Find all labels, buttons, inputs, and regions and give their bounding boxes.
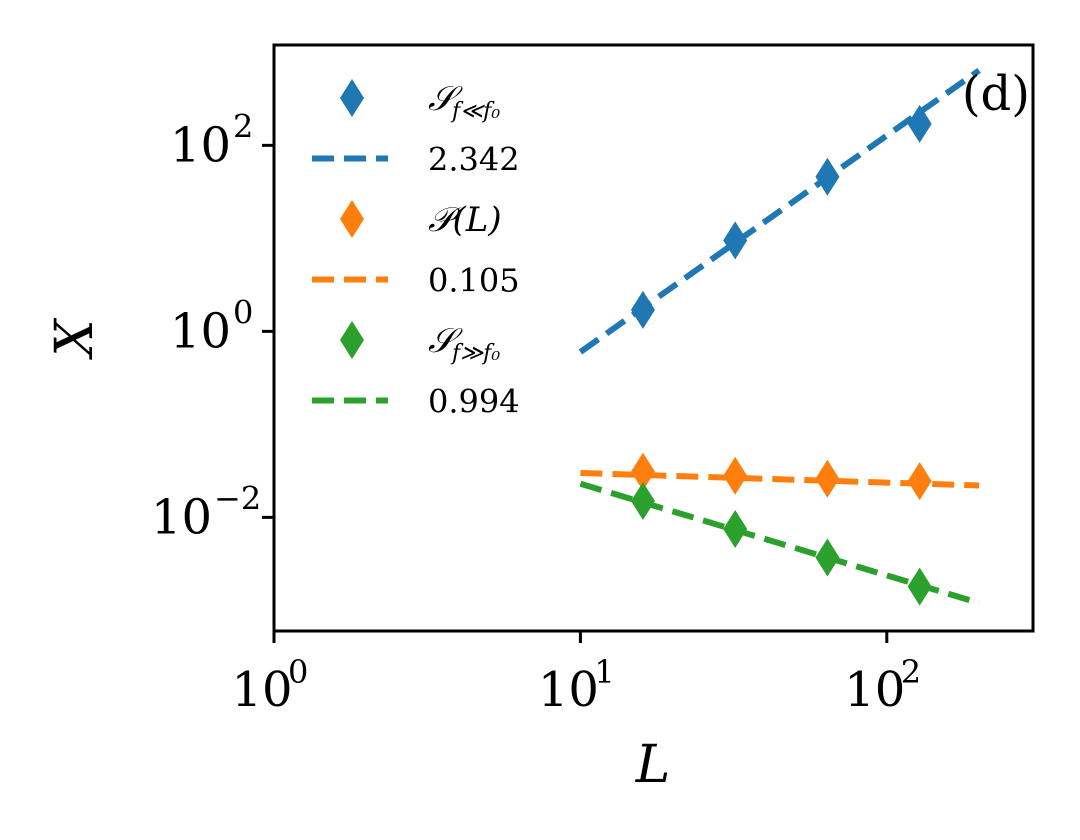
y-tick-exponent: 2 — [233, 107, 253, 145]
legend-label-sub: f≪f₀ — [450, 99, 500, 124]
data-markers — [630, 104, 932, 606]
x-axis-title: L — [635, 735, 671, 795]
x-tick-label: 10 — [538, 662, 599, 718]
y-tick-exponent: 0 — [233, 293, 253, 331]
legend-fit-label: 0.105 — [428, 262, 520, 300]
data-point — [815, 459, 840, 498]
x-tick-exponent: 1 — [594, 653, 614, 691]
data-point — [630, 452, 655, 491]
y-tick-label: 10 — [170, 303, 231, 359]
y-axis-title: X — [45, 318, 105, 361]
data-point — [815, 538, 840, 577]
y-tick-label: 10 — [170, 117, 231, 173]
fit-lines — [578, 67, 981, 606]
legend-label-sub: f≫f₀ — [450, 341, 500, 366]
y-tick-exponent: −2 — [214, 479, 261, 517]
legend-marker — [340, 79, 364, 117]
x-tick-exponent: 2 — [901, 653, 921, 691]
data-point — [723, 456, 748, 495]
x-axis-ticks: 100 101 102 — [231, 631, 921, 718]
legend-label: 𝒫(L) — [428, 200, 502, 240]
x-tick-label: 10 — [844, 662, 905, 718]
data-point — [723, 221, 748, 260]
panel-label: (d) — [962, 66, 1030, 122]
legend-fit-label: 2.342 — [428, 141, 520, 179]
data-point — [630, 290, 655, 329]
data-point — [907, 462, 932, 501]
legend-marker — [340, 200, 364, 238]
legend-marker — [340, 321, 364, 359]
data-point — [815, 157, 840, 196]
data-point — [630, 481, 655, 520]
data-point — [907, 104, 932, 143]
plot-frame — [272, 43, 1035, 633]
y-tick-label: 10 — [151, 489, 212, 545]
x-tick-exponent: 0 — [288, 653, 308, 691]
data-point — [907, 567, 932, 606]
legend-fit-label: 0.994 — [428, 383, 520, 421]
x-tick-label: 10 — [231, 662, 292, 718]
data-point — [723, 509, 748, 548]
